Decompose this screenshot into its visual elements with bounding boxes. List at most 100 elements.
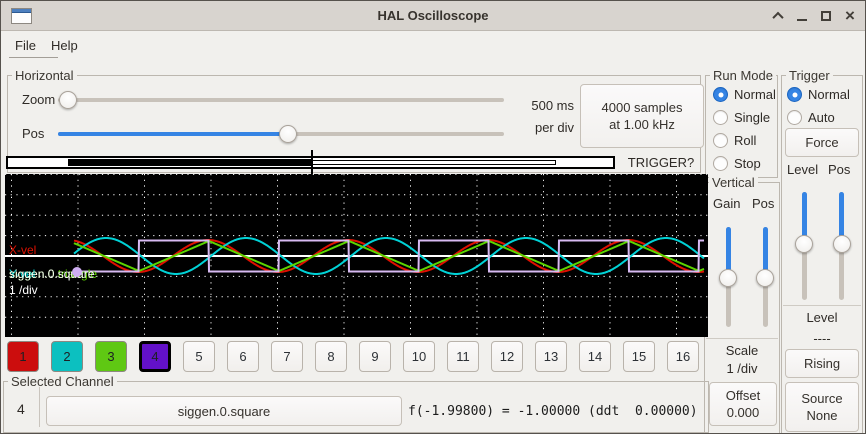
samples-line1: 4000 samples: [601, 100, 683, 115]
radio-label: Normal: [734, 87, 776, 102]
scope-selected-channel-scale: 1 /div: [9, 283, 38, 297]
minimize-icon: [797, 19, 807, 21]
trigger-level-value: ----: [813, 331, 831, 346]
chevron-up-icon: [772, 11, 784, 24]
scope-waveforms: [73, 237, 705, 275]
channel-button-16[interactable]: 16: [667, 341, 699, 372]
pos-slider-handle[interactable]: [279, 125, 297, 143]
app-icon: [11, 8, 32, 24]
run-mode-option-single[interactable]: Single: [713, 110, 776, 125]
menu-file-underline: [9, 57, 58, 58]
channel-button-8[interactable]: 8: [315, 341, 347, 372]
channel-button-5[interactable]: 5: [183, 341, 215, 372]
channel-button-2[interactable]: 2: [51, 341, 83, 372]
titlebar: HAL Oscilloscope ×: [1, 1, 865, 31]
scope-selected-channel-name: siggen.0.square: [9, 267, 95, 281]
radio-icon: [713, 156, 728, 171]
radio-icon: [713, 133, 728, 148]
channel-button-11[interactable]: 11: [447, 341, 479, 372]
waveform-ch2: [73, 237, 705, 275]
scope-label-ch1: X-vel: [9, 243, 36, 257]
zoom-slider[interactable]: [58, 98, 504, 102]
menu-help[interactable]: Help: [51, 38, 78, 53]
channel-button-12[interactable]: 12: [491, 341, 523, 372]
run-mode-option-normal[interactable]: Normal: [713, 87, 776, 102]
trigger-level-handle[interactable]: [795, 235, 813, 253]
channel-name-button[interactable]: siggen.0.square: [46, 396, 402, 426]
scope-display: X-vel Y-vel siggen.0.triangle siggen.0.s…: [5, 173, 708, 339]
channel-value-readout: f(-1.99800) = -1.00000 (ddt 0.00000): [408, 404, 698, 419]
run-mode-options: Normal Single Roll Stop: [713, 87, 776, 171]
waveform-ch4: [74, 239, 704, 273]
channel-button-1[interactable]: 1: [7, 341, 39, 372]
pos-label: Pos: [22, 126, 45, 141]
maximize-button[interactable]: [819, 9, 833, 23]
trigger-pos-handle[interactable]: [833, 235, 851, 253]
channel-button-7[interactable]: 7: [271, 341, 303, 372]
pos-slider-fill: [58, 132, 288, 136]
maximize-icon: [821, 11, 831, 21]
horizontal-label: Horizontal: [12, 68, 77, 83]
trigger-level-slider-label: Level: [787, 162, 819, 177]
offset-button[interactable]: Offset 0.000: [709, 382, 777, 426]
scope-label-ch2: Y-vel: [9, 267, 35, 281]
radio-label: Auto: [808, 110, 835, 125]
time-per-div: 500 ms per div: [428, 95, 574, 139]
scale-caption: Scale: [725, 343, 759, 358]
samples-button[interactable]: 4000 samples at 1.00 kHz: [580, 84, 704, 148]
channel-button-3[interactable]: 3: [95, 341, 127, 372]
shade-button[interactable]: [771, 9, 785, 24]
run-mode-option-roll[interactable]: Roll: [713, 133, 776, 148]
waveform-ch3: [73, 239, 705, 273]
channel-button-6[interactable]: 6: [227, 341, 259, 372]
trigger-status: TRIGGER?: [627, 155, 695, 170]
radio-label: Single: [734, 110, 771, 125]
selected-channel-label: Selected Channel: [8, 374, 117, 389]
trigger-separator: [783, 305, 861, 306]
channel-button-14[interactable]: 14: [579, 341, 611, 372]
gain-handle[interactable]: [719, 269, 737, 287]
offset-value: 0.000: [726, 405, 760, 420]
run-mode-option-stop[interactable]: Stop: [713, 156, 776, 171]
trigger-edge-button[interactable]: Rising: [785, 349, 859, 378]
selected-channel-number: 4: [17, 401, 25, 417]
waveform-ch1: [73, 239, 705, 273]
trigger-options: Normal Auto: [787, 87, 850, 125]
vertical-separator: [706, 338, 778, 339]
vertical-pos-handle[interactable]: [756, 269, 774, 287]
time-per-div-value: 500 ms: [531, 98, 574, 113]
run-mode-section: Run Mode Normal Single Roll Stop: [705, 68, 778, 178]
menu-file[interactable]: File: [15, 38, 36, 53]
channel-button-15[interactable]: 15: [623, 341, 655, 372]
trigger-section: Trigger Normal Auto Force Level Pos Level…: [781, 68, 863, 433]
minimize-button[interactable]: [795, 9, 809, 23]
trigger-option-auto[interactable]: Auto: [787, 110, 850, 125]
trigger-level-fill: [802, 192, 807, 244]
close-button[interactable]: ×: [845, 6, 855, 25]
channel-button-4[interactable]: 4: [139, 341, 171, 372]
radio-icon: [713, 110, 728, 125]
vertical-label: Vertical: [709, 175, 758, 190]
scope-grid: [5, 173, 708, 339]
trigger-source-label: Source: [801, 391, 843, 406]
zoom-slider-handle[interactable]: [59, 91, 77, 109]
trigger-source-button[interactable]: Source None: [785, 382, 859, 432]
radio-label: Normal: [808, 87, 850, 102]
channel-button-9[interactable]: 9: [359, 341, 391, 372]
radio-icon: [787, 87, 802, 102]
trigger-option-normal[interactable]: Normal: [787, 87, 850, 102]
horizontal-section: Horizontal Zoom Pos 500 ms per div 4000 …: [7, 68, 704, 173]
force-button[interactable]: Force: [785, 128, 859, 157]
zoom-label: Zoom: [22, 92, 56, 107]
channel-button-10[interactable]: 10: [403, 341, 435, 372]
gain-fill: [726, 227, 731, 278]
channel-button-13[interactable]: 13: [535, 341, 567, 372]
menubar: File Help: [1, 31, 865, 59]
trigger-pos-slider-label: Pos: [828, 162, 851, 177]
selected-channel-section: Selected Channel 4 siggen.0.square f(-1.…: [3, 374, 709, 433]
radio-label: Roll: [734, 133, 757, 148]
gain-label: Gain: [713, 196, 741, 211]
vertical-pos-label: Pos: [752, 196, 775, 211]
window-title: HAL Oscilloscope: [377, 8, 489, 23]
run-mode-label: Run Mode: [710, 68, 776, 83]
